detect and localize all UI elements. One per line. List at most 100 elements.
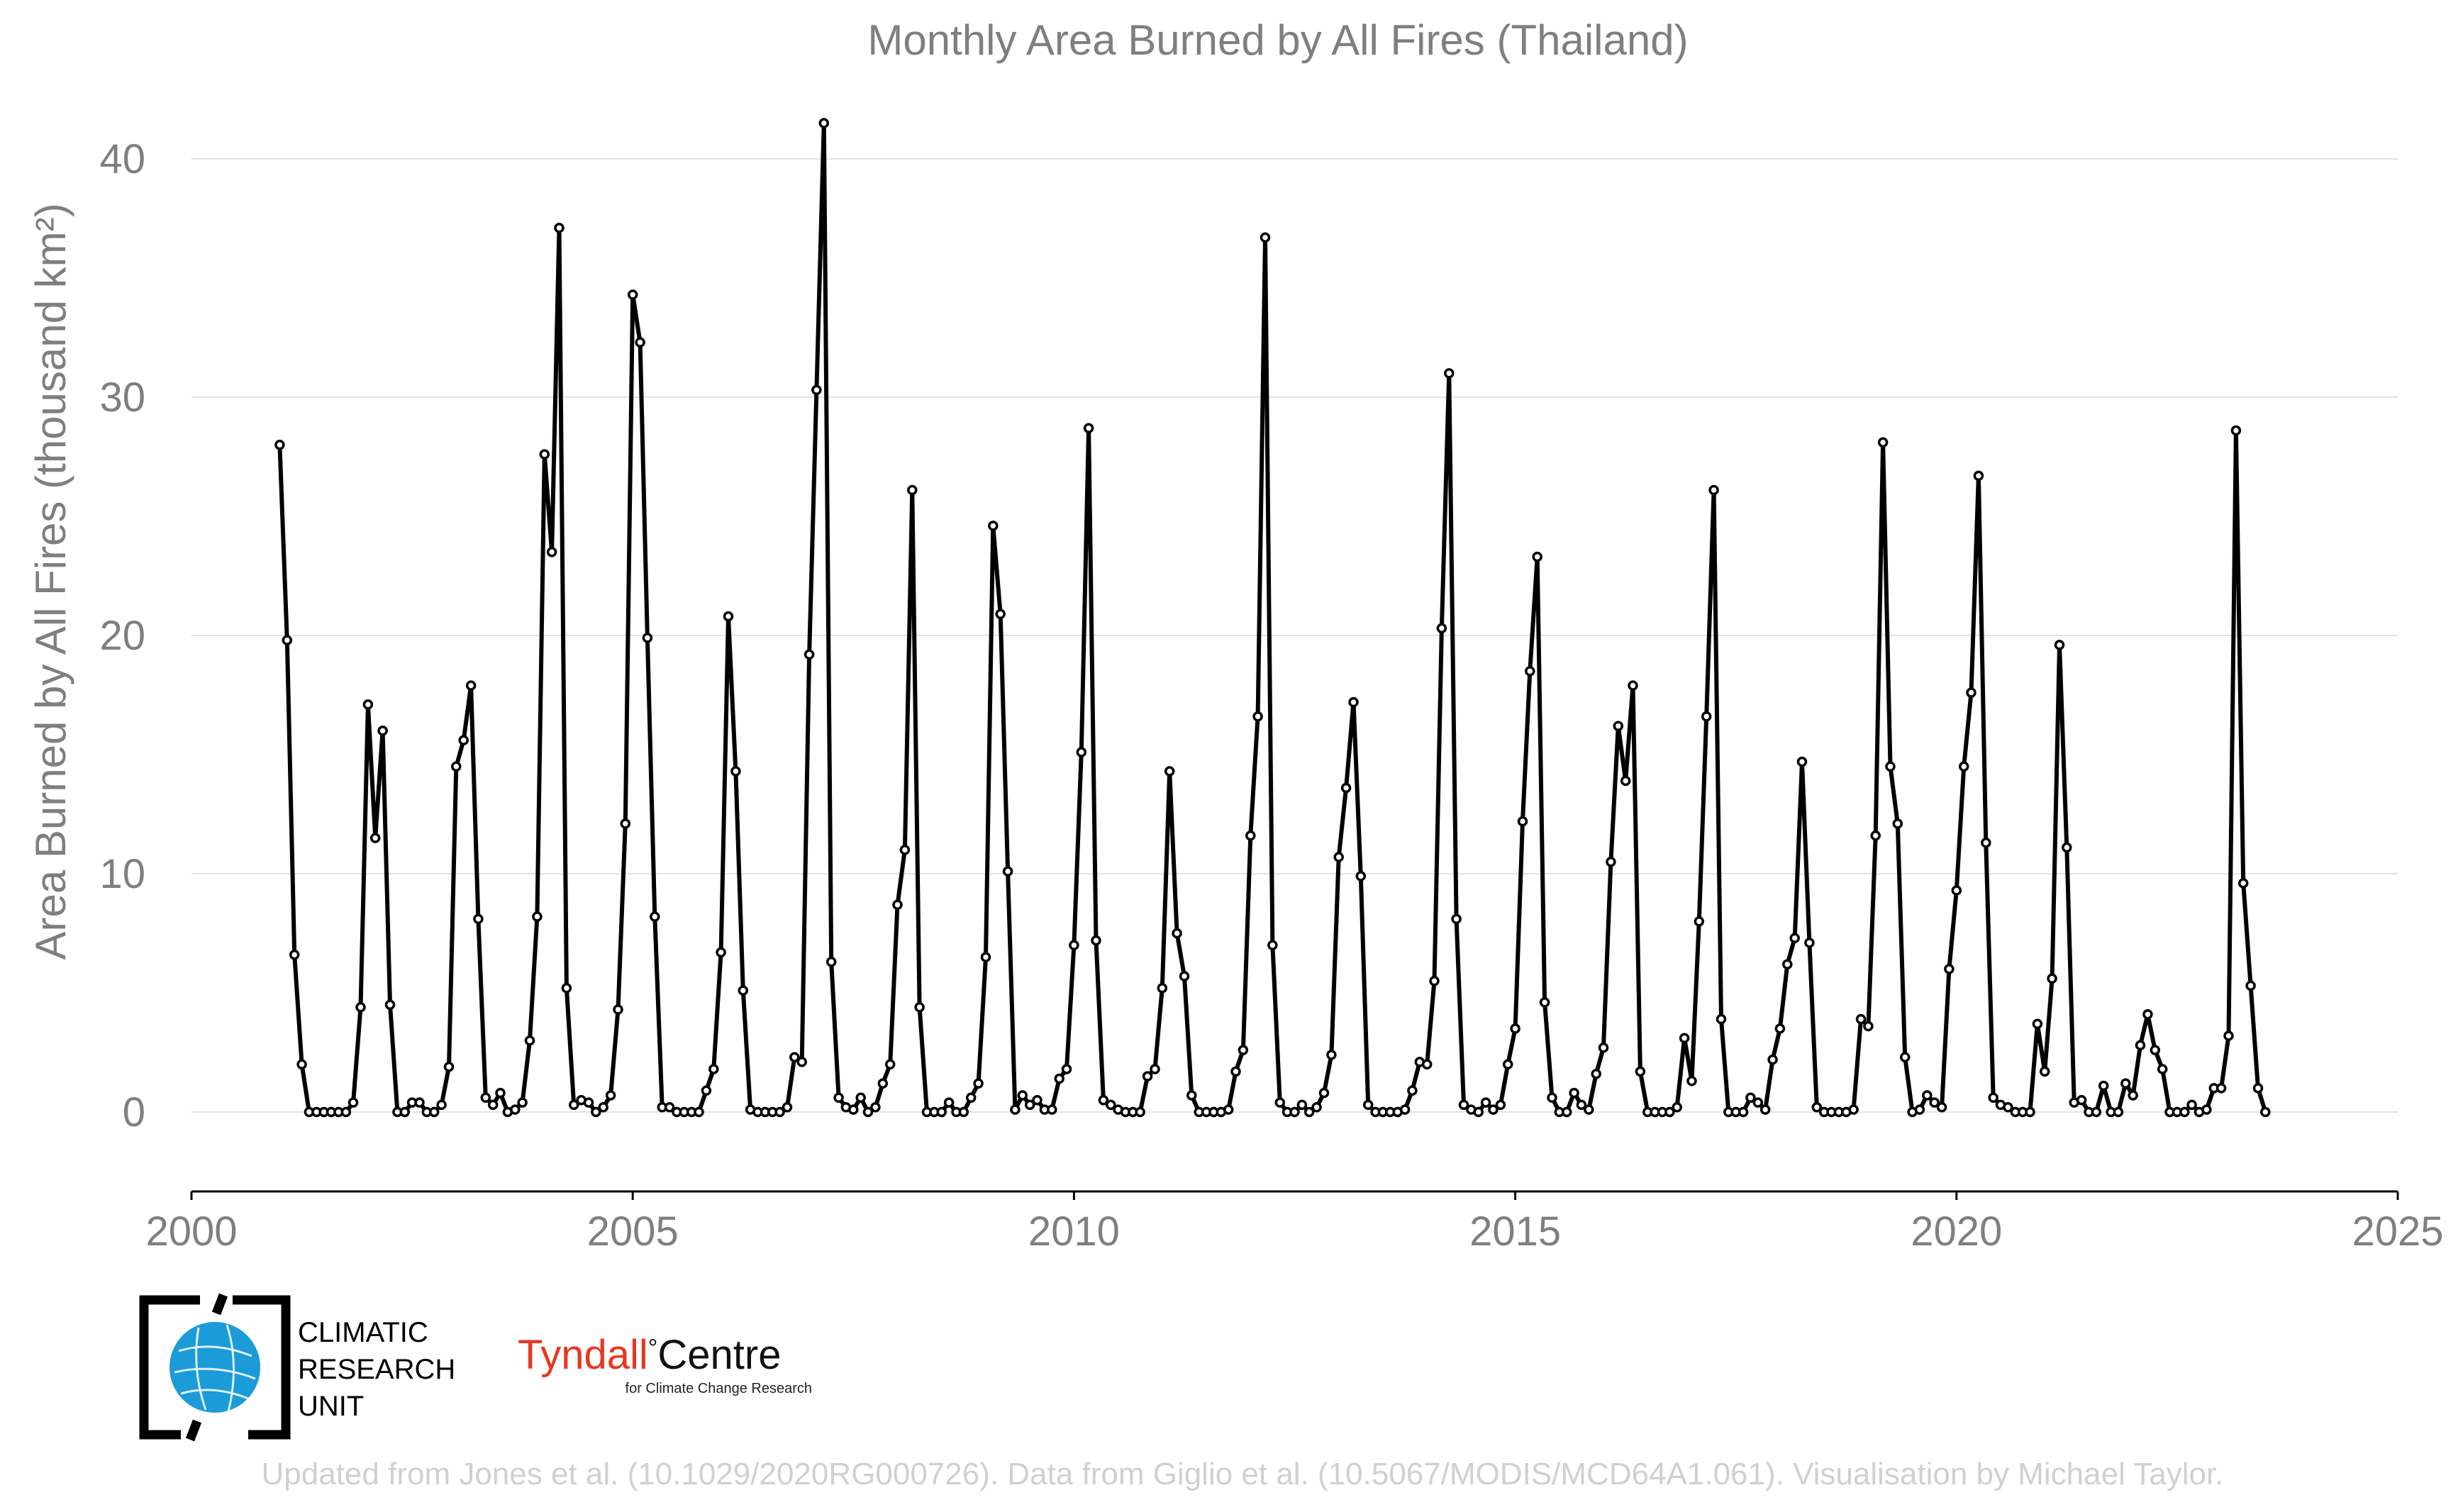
data-point	[348, 1097, 359, 1108]
data-point	[1899, 1052, 1911, 1062]
data-point	[804, 649, 815, 660]
data-point	[1981, 838, 1991, 848]
data-point	[1502, 1059, 1513, 1070]
data-point	[1811, 1102, 1823, 1113]
data-point	[1407, 1085, 1418, 1096]
data-point	[1106, 1099, 1116, 1111]
data-point	[973, 1078, 984, 1089]
data-point	[1047, 1104, 1057, 1115]
data-point	[1973, 470, 1984, 482]
data-point	[1223, 1104, 1234, 1115]
x-tick-label: 2025	[2352, 1208, 2443, 1255]
data-point	[2142, 1008, 2153, 1020]
data-point	[613, 1004, 623, 1015]
data-point	[1922, 1090, 1933, 1101]
data-point	[487, 1099, 499, 1111]
data-point	[1738, 1106, 1749, 1118]
series-line	[277, 121, 2268, 1114]
data-point	[701, 1085, 712, 1096]
data-point	[2179, 1106, 2190, 1118]
data-point	[1098, 1094, 1109, 1106]
data-point	[1274, 1097, 1286, 1108]
y-tick-label: 30	[99, 374, 145, 421]
data-point	[723, 611, 734, 622]
tyndall-black-word: Centre	[657, 1332, 781, 1378]
data-point	[1686, 1076, 1697, 1086]
data-point	[1024, 1099, 1035, 1111]
data-point	[1252, 711, 1263, 722]
data-point	[532, 911, 543, 922]
data-point	[738, 985, 749, 996]
data-point	[428, 1106, 440, 1118]
data-point	[1547, 1092, 1557, 1104]
cru-slash-top	[211, 1293, 228, 1316]
data-point	[2047, 973, 2057, 984]
data-point	[510, 1104, 521, 1115]
data-point	[443, 1061, 455, 1072]
data-point	[289, 949, 300, 960]
data-point	[1635, 1066, 1646, 1077]
data-point	[554, 223, 565, 233]
globe-icon	[169, 1322, 260, 1413]
data-point	[1245, 830, 1256, 841]
cru-text-line-1: CLIMATIC	[298, 1317, 428, 1348]
data-point	[1863, 1021, 1874, 1032]
data-point	[2157, 1064, 2168, 1074]
data-point	[1848, 1104, 1859, 1115]
y-tick-label: 40	[99, 136, 145, 182]
data-point	[620, 818, 631, 829]
data-point	[1569, 1087, 1579, 1099]
data-point	[1892, 818, 1903, 829]
data-point	[796, 1057, 807, 1067]
data-point	[2245, 980, 2256, 991]
data-point	[995, 608, 1006, 620]
cru-bracket-right	[233, 1295, 291, 1440]
data-point	[862, 1106, 874, 1118]
data-point	[598, 1102, 608, 1113]
data-point	[436, 1099, 447, 1111]
data-point	[1355, 871, 1367, 882]
data-point	[1458, 1099, 1469, 1111]
data-point	[1606, 856, 1616, 867]
footer-credit: Updated from Jones et al. (10.1029/2020R…	[262, 1457, 2224, 1491]
data-point	[884, 1059, 896, 1070]
data-point	[2054, 640, 2065, 650]
data-point	[1069, 940, 1079, 951]
data-point	[818, 118, 830, 128]
data-point	[458, 735, 469, 746]
x-tick-label: 2005	[587, 1208, 679, 1255]
data-point	[1988, 1092, 1998, 1104]
data-point	[1296, 1099, 1308, 1111]
data-point	[1267, 940, 1278, 951]
data-point	[2003, 1102, 2013, 1113]
data-point	[899, 845, 911, 855]
data-point	[2076, 1094, 2087, 1106]
data-point	[1473, 1106, 1484, 1118]
data-point	[1451, 913, 1462, 925]
data-point	[1936, 1102, 1947, 1113]
data-point	[296, 1059, 307, 1070]
data-point	[650, 911, 660, 922]
data-point	[1399, 1104, 1411, 1115]
data-point	[1767, 1054, 1778, 1065]
data-point	[1664, 1106, 1675, 1118]
data-point	[1061, 1064, 1072, 1074]
data-point	[1017, 1090, 1028, 1101]
data-point	[1495, 1099, 1506, 1111]
data-point	[1444, 368, 1455, 379]
gridlines	[191, 158, 2398, 1113]
data-point	[1789, 933, 1800, 943]
data-point	[2230, 425, 2242, 436]
data-point	[377, 726, 388, 736]
data-point	[2128, 1090, 2138, 1101]
data-point	[2186, 1099, 2197, 1111]
data-point	[833, 1092, 844, 1104]
data-point	[561, 983, 572, 994]
data-point	[1958, 761, 1969, 772]
data-point	[1002, 866, 1013, 877]
data-point	[716, 947, 726, 958]
data-point	[1289, 1106, 1300, 1118]
x-tick-label: 2015	[1469, 1208, 1561, 1255]
data-point	[1576, 1099, 1587, 1111]
